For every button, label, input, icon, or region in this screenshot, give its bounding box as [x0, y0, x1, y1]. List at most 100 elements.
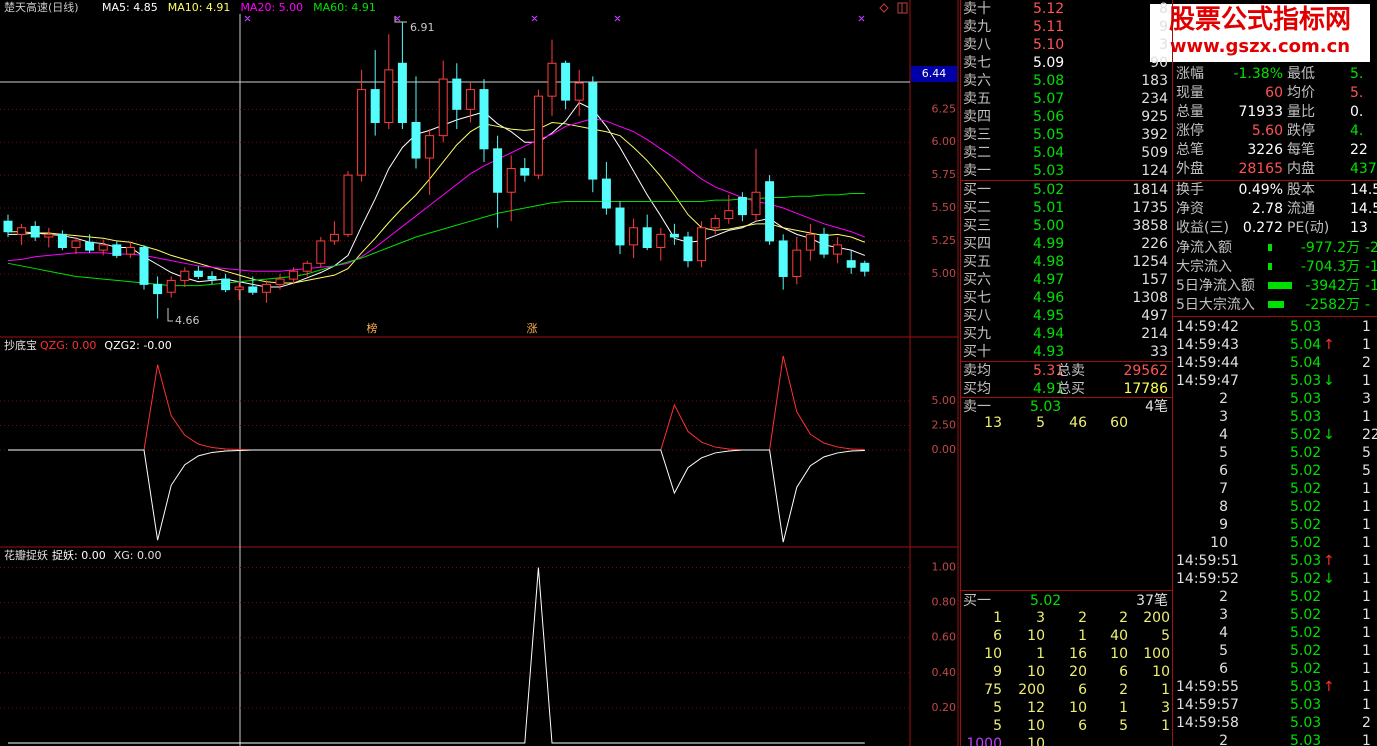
book-label: 买八 — [963, 308, 991, 324]
trade-volume: 1 — [1362, 589, 1371, 605]
trade-time: 6 — [1219, 463, 1228, 479]
candle-body — [411, 121, 421, 159]
trade-price: 5.02 — [1290, 481, 1322, 497]
trade-time: 14:59:42 — [1176, 319, 1239, 335]
candle-body — [751, 191, 761, 216]
trade-volume: 1 — [1362, 499, 1371, 515]
flow-value: -1 — [1365, 278, 1377, 294]
flow-value: -704.3万 — [1300, 259, 1360, 275]
candle-body — [438, 78, 448, 137]
trade-price: 5.02 — [1290, 499, 1322, 515]
candle-body — [261, 283, 271, 293]
queue-volume: 1 — [1161, 682, 1170, 698]
book-price: 4.93 — [1033, 344, 1065, 360]
stat-value: 0. — [1350, 104, 1364, 120]
indicator-label: XG: 0.00 — [114, 549, 162, 562]
candle-body — [397, 62, 407, 123]
candle-body — [180, 270, 190, 281]
flow-value: -2 — [1365, 240, 1377, 256]
trade-volume: 1 — [1362, 481, 1371, 497]
book-price: 5.02 — [1033, 182, 1065, 198]
candle-body — [207, 275, 217, 280]
stat-value: 437 — [1350, 161, 1377, 177]
ma-label: MA10: 4.91 — [168, 1, 231, 14]
y-tick-label: 0.00 — [932, 443, 957, 456]
stat-value: 4. — [1350, 123, 1364, 139]
book-label: 卖十 — [963, 1, 991, 17]
queue-label: 买一 — [963, 593, 991, 609]
indicator-line — [8, 567, 865, 744]
trade-volume: 1 — [1362, 409, 1371, 425]
candle-body — [85, 241, 95, 251]
stat-label: 股本 — [1287, 182, 1315, 198]
queue-volume: 6 — [1078, 718, 1087, 734]
book-volume: 214 — [1141, 326, 1168, 342]
trade-volume: 1 — [1362, 517, 1371, 533]
candle-body — [384, 69, 394, 123]
trade-time: 2 — [1219, 589, 1228, 605]
stat-value: 14.5 — [1350, 201, 1377, 217]
book-label: 买三 — [963, 218, 991, 234]
candle-body — [642, 227, 652, 249]
book-divider — [960, 590, 1172, 591]
trade-volume: 5 — [1362, 463, 1371, 479]
queue-volume: 12 — [1027, 700, 1045, 716]
book-label: 卖一 — [963, 163, 991, 179]
trade-time: 10 — [1210, 535, 1228, 551]
stat-value: 28165 — [1238, 161, 1283, 177]
cursor-box — [911, 66, 957, 82]
queue-volume: 6 — [993, 628, 1002, 644]
book-label: 卖九 — [963, 19, 991, 35]
stat-value: 2.78 — [1251, 201, 1283, 217]
flow-bar — [1268, 282, 1292, 289]
trade-price: 5.02 — [1290, 463, 1322, 479]
book-label: 买一 — [963, 182, 991, 198]
queue-volume: 200 — [1143, 610, 1170, 626]
candle-body — [17, 227, 27, 235]
y-tick-label: 6.25 — [932, 102, 957, 115]
trade-volume: 1 — [1362, 337, 1371, 353]
stat-label: 内盘 — [1287, 161, 1315, 177]
candle-body — [805, 233, 815, 251]
book-price: 5.05 — [1033, 127, 1065, 143]
trade-price: 5.02 — [1290, 661, 1322, 677]
book-divider — [960, 361, 1172, 362]
flow-value: -3942万 — [1305, 278, 1360, 294]
stat-label: 总笔 — [1176, 142, 1204, 158]
book-label: 买九 — [963, 326, 991, 342]
queue-price: 5.02 — [1030, 593, 1062, 609]
candle-body — [153, 283, 163, 295]
y-tick-label: 0.60 — [932, 631, 957, 644]
stat-value: 3226 — [1247, 142, 1283, 158]
candle-body — [737, 197, 747, 216]
y-tick-label: 5.75 — [932, 168, 957, 181]
trade-arrow: ↑ — [1323, 553, 1335, 569]
stat-label: 最低 — [1287, 66, 1315, 82]
candle-body — [30, 225, 40, 238]
trade-time: 5 — [1219, 445, 1228, 461]
candle-body — [166, 279, 176, 293]
book-price: 4.94 — [1033, 326, 1065, 342]
y-tick-label: 0.40 — [932, 666, 957, 679]
candle-body — [520, 168, 530, 176]
book-price: 4.96 — [1033, 290, 1065, 306]
trade-volume: 1 — [1362, 607, 1371, 623]
signal-marker: 涨 — [527, 322, 538, 335]
trade-arrow: ↑ — [1323, 337, 1335, 353]
book-label: 卖四 — [963, 109, 991, 125]
stat-label: 量比 — [1287, 104, 1315, 120]
indicator-line — [7, 118, 865, 272]
trade-price: 5.03 — [1290, 409, 1322, 425]
book-label: 买六 — [963, 272, 991, 288]
trade-arrow: ↓ — [1323, 571, 1335, 587]
trade-volume: 5 — [1362, 445, 1371, 461]
book-price: 4.97 — [1033, 272, 1065, 288]
book-label: 卖八 — [963, 37, 991, 53]
trade-volume: 1 — [1362, 373, 1371, 389]
queue-volume: 6 — [1119, 664, 1128, 680]
book-volume: 33 — [1150, 344, 1168, 360]
book-volume: 497 — [1141, 308, 1168, 324]
queue-volume: 13 — [984, 415, 1002, 431]
candle-body — [792, 249, 802, 277]
